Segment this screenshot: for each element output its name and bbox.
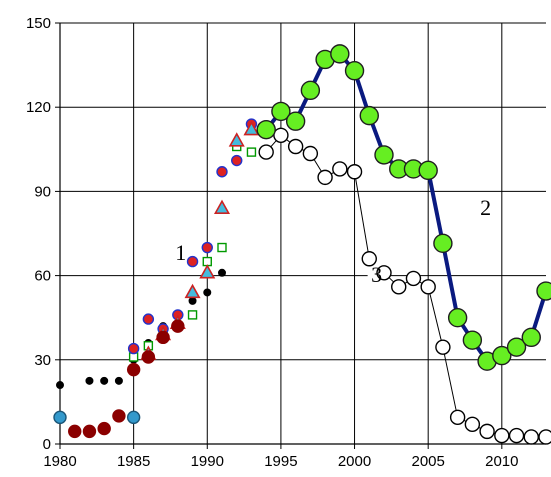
data-point-s7 [285,111,306,131]
data-point-s6 [258,144,274,160]
data-point-s6 [420,279,436,295]
data-point-s6 [405,270,422,287]
data-point-s3 [243,121,260,136]
data-point-s5 [53,410,67,425]
data-point-s2 [142,313,155,325]
data-point-s7 [330,44,350,64]
data-point-s6 [391,279,407,295]
data-point-s3 [228,132,245,147]
annotation-bg [171,239,190,265]
data-point-s0 [56,381,64,390]
data-point-s4 [156,330,170,345]
tick-labels: 1980 1985 1990 1995 2000 2005 2010 0 30 60 90 120 15… [26,15,519,470]
data-point-s2 [231,154,243,167]
x-tick-label: 2005 [411,453,444,470]
data-point-s7 [374,145,394,165]
annotation-label: 2 [480,195,491,220]
data-point-s7 [462,330,483,350]
data-point-s7 [506,337,527,357]
data-point-s6 [538,429,551,445]
data-point-s6 [494,427,510,444]
y-tick-label: 150 [26,15,51,32]
data-point-s6 [464,416,481,433]
data-point-s6 [273,127,289,143]
data-point-s6 [523,429,539,445]
data-point-s6 [332,161,348,177]
data-point-s0 [218,268,226,277]
data-point-s0 [100,376,109,385]
data-point-s7 [256,119,276,140]
grid [59,22,546,445]
data-point-s1 [187,310,198,320]
y-tick-label: 90 [34,183,51,200]
data-point-s5 [126,410,141,425]
y-tick-label: 120 [26,99,51,116]
data-point-s7 [418,160,438,181]
data-point-s4 [82,424,97,439]
data-point-s7 [344,61,365,81]
data-point-s7 [359,105,379,126]
data-point-s7 [271,101,291,122]
data-points [53,44,551,445]
data-point-s4 [171,319,185,333]
data-point-s4 [68,424,82,439]
data-point-s4 [126,362,141,377]
annotation-label: 3 [371,262,382,287]
data-point-s0 [203,288,212,297]
data-point-s2 [186,255,199,268]
annotation-bg [476,194,495,220]
data-point-s4 [112,409,126,423]
data-point-s7 [433,233,453,254]
data-point-s6 [479,423,495,440]
data-point-s7 [536,281,551,301]
data-point-s1 [217,242,227,253]
y-tick-label: 60 [34,268,51,285]
data-point-s6 [435,339,451,355]
x-tick-label: 2010 [485,453,518,470]
data-point-s6 [302,145,319,162]
data-point-s4 [97,421,111,436]
annotation-label: 1 [175,240,186,265]
data-point-s1 [246,147,257,157]
data-point-s3 [213,199,231,214]
x-tick-label: 2000 [338,453,371,470]
annotations: 1 2 3 [175,195,491,287]
data-point-s0 [85,376,94,385]
x-tick-label: 1990 [191,453,224,470]
x-tick-label: 1985 [117,453,150,470]
data-point-s6 [346,164,363,180]
data-point-s7 [447,308,468,328]
data-point-s6 [508,427,525,444]
data-point-s6 [361,251,377,267]
y-tick-label: 30 [34,352,51,369]
data-point-s7 [492,345,512,366]
data-point-s0 [188,296,197,305]
data-point-s3 [184,283,201,299]
data-point-s6 [449,409,466,426]
data-point-s6 [376,265,392,281]
data-point-s4 [141,350,156,364]
data-point-s0 [114,376,123,385]
data-point-s2 [216,166,228,178]
y-tick-label: 0 [43,436,51,453]
axes [55,22,546,449]
data-point-s7 [521,327,541,348]
x-tick-label: 1980 [43,453,76,470]
data-point-s6 [317,169,333,186]
data-point-s6 [287,138,304,155]
data-point-s7 [300,80,321,101]
data-point-s2 [127,342,140,355]
data-point-s3 [199,264,216,279]
x-tick-label: 1995 [264,453,297,470]
data-point-s2 [201,241,213,254]
